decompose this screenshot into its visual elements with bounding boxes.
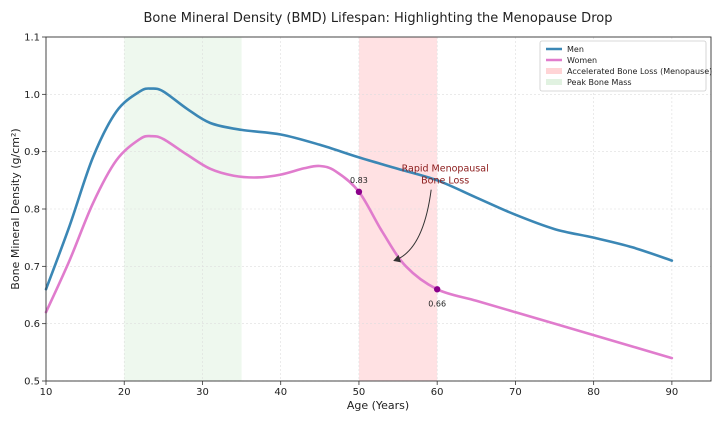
data-point-label: 0.83 [350,176,368,185]
series-line-women [44,134,674,360]
series-line-men [44,87,674,291]
y-tick-label: 1.1 [24,33,40,44]
legend-label: Men [567,45,584,54]
data-point-marker [355,188,363,195]
point-markers: 0.83 0.66 [350,176,446,308]
annotation-text: Bone Loss [421,176,469,187]
x-tick-label: 30 [196,387,209,398]
legend-label: Accelerated Bone Loss (Menopause) [567,67,712,76]
annotation-text: Rapid Menopausal [402,164,489,175]
legend-box [539,40,707,92]
legend-label: Women [567,56,597,65]
annotation-arrow [393,189,432,263]
series-lines [44,87,674,360]
y-tick-label: 0.7 [24,262,40,273]
x-tick-label: 50 [353,387,366,398]
x-tick-label: 70 [509,387,522,398]
x-tick-label: 60 [431,387,444,398]
x-tick-label: 10 [40,387,53,398]
legend-swatch-region [546,79,562,85]
x-tick-label: 40 [274,387,287,398]
y-tick-label: 1.0 [24,90,40,101]
x-tick-label: 90 [666,387,679,398]
legend-swatch-region [546,68,562,74]
x-axis-label: Age (Years) [347,399,409,412]
y-tick-label: 0.6 [24,319,40,330]
legend: Men Women Accelerated Bone Loss (Menopause… [539,40,712,92]
y-tick-label: 0.9 [24,147,40,158]
data-point-label: 0.66 [428,299,446,308]
data-point-marker [433,286,441,293]
y-axis-label: Bone Mineral Density (g/cm²) [9,128,22,289]
legend-label: Peak Bone Mass [567,78,632,87]
ticks: 10 20 30 40 50 60 70 80 90 0.5 0.6 0.7 0.8 0.9 1.0 1.1 [24,33,678,399]
y-tick-label: 0.5 [24,377,40,388]
chart-title: Bone Mineral Density (BMD) Lifespan: Hig… [144,11,613,26]
x-tick-label: 80 [587,387,600,398]
y-tick-label: 0.8 [24,205,40,216]
x-tick-label: 20 [118,387,131,398]
